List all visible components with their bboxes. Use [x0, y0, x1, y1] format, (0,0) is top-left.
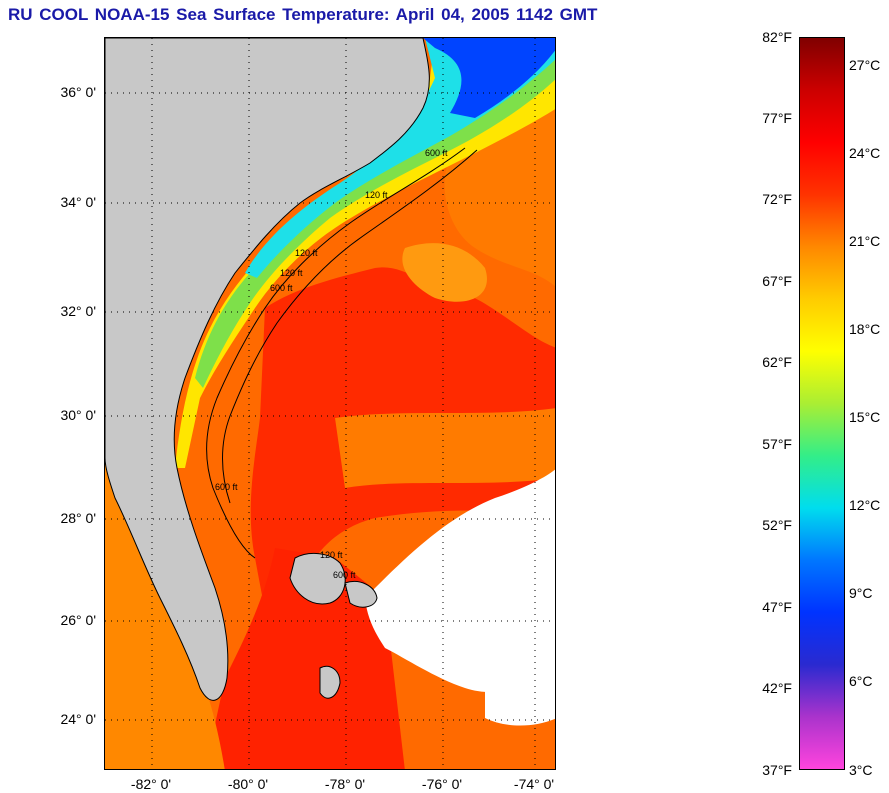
- isobath-label: 600 ft: [215, 482, 238, 492]
- lon-label-82: -82° 0': [130, 776, 172, 792]
- isobath-label: 600 ft: [425, 148, 448, 158]
- lat-label-26: 26° 0': [60, 612, 96, 628]
- lat-label-24: 24° 0': [60, 711, 96, 727]
- shelf-water-yellow: [175, 38, 555, 468]
- map-grid: [105, 38, 555, 769]
- isobath-120ft: [206, 147, 466, 559]
- isobath-label: 120 ft: [280, 268, 303, 278]
- warm-streak-central: [335, 408, 555, 488]
- colorbar-c-label: 9°C: [849, 585, 873, 601]
- colorbar-f-label: 67°F: [762, 273, 792, 289]
- colorbar-f-label: 57°F: [762, 436, 792, 452]
- temperature-colorbar: [799, 37, 845, 770]
- sst-map: 120 ft 120 ft 600 ft 600 ft 120 ft 600 f…: [104, 37, 556, 770]
- colorbar-f-label: 47°F: [762, 599, 792, 615]
- lat-label-34: 34° 0': [60, 194, 96, 210]
- lat-label-32: 32° 0': [60, 303, 96, 319]
- lon-label-80: -80° 0': [227, 776, 269, 792]
- bahamas-island-3: [319, 665, 341, 699]
- lon-label-78: -78° 0': [324, 776, 366, 792]
- lat-label-28: 28° 0': [60, 510, 96, 526]
- isobath-label: 120 ft: [320, 550, 343, 560]
- colorbar-f-label: 42°F: [762, 680, 792, 696]
- cloud-cover: [365, 469, 555, 693]
- colorbar-f-label: 62°F: [762, 354, 792, 370]
- colorbar-c-label: 3°C: [849, 762, 873, 778]
- bahamas-island-1: [289, 552, 346, 605]
- colorbar-f-label: 82°F: [762, 29, 792, 45]
- map-title: RU COOL NOAA-15 Sea Surface Temperature:…: [8, 5, 598, 24]
- colorbar-f-label: 52°F: [762, 517, 792, 533]
- colorbar-c-label: 21°C: [849, 233, 881, 249]
- isobath-label: 600 ft: [333, 570, 356, 580]
- cloud-cover-south: [485, 668, 555, 726]
- colorbar-c-label: 15°C: [849, 409, 881, 425]
- warm-eddy: [402, 243, 487, 302]
- colorbar-c-label: 24°C: [849, 145, 881, 161]
- isobath-label: 120 ft: [365, 190, 388, 200]
- colorbar-c-label: 18°C: [849, 321, 881, 337]
- colorbar-f-label: 37°F: [762, 762, 792, 778]
- colorbar-c-label: 12°C: [849, 497, 881, 513]
- cold-water-blue: [423, 38, 555, 118]
- isobath-600ft: [222, 149, 478, 504]
- lat-label-36: 36° 0': [60, 84, 96, 100]
- isobath-label: 120 ft: [295, 248, 318, 258]
- land-mass: [105, 38, 430, 701]
- sst-map-graphic: 120 ft 120 ft 600 ft 600 ft 120 ft 600 f…: [105, 38, 555, 769]
- colorbar-c-label: 27°C: [849, 57, 881, 73]
- lat-label-30: 30° 0': [60, 407, 96, 423]
- colorbar-f-label: 72°F: [762, 191, 792, 207]
- isobath-label: 600 ft: [270, 283, 293, 293]
- colorbar-f-label: 77°F: [762, 110, 792, 126]
- lon-label-76: -76° 0': [421, 776, 463, 792]
- colorbar-c-label: 6°C: [849, 673, 873, 689]
- lon-label-74: -74° 0': [513, 776, 555, 792]
- bahamas-island-2: [344, 581, 378, 608]
